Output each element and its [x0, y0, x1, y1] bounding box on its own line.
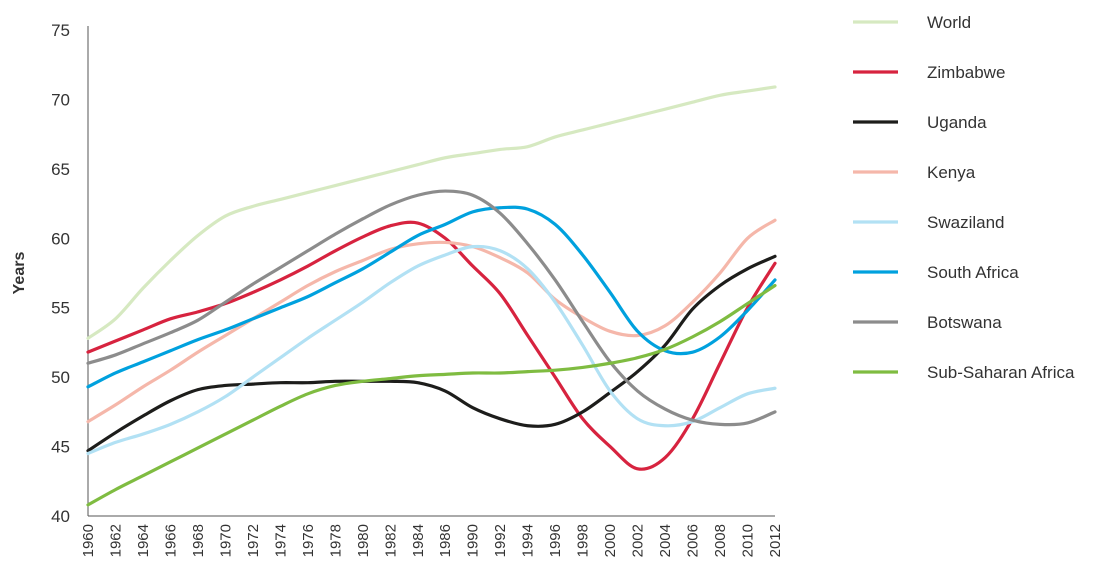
x-tick-label: 1996	[547, 524, 564, 557]
legend-label: South Africa	[927, 263, 1019, 282]
y-tick-label: 50	[51, 368, 70, 387]
x-tick-label: 2010	[740, 524, 757, 557]
y-tick-label: 55	[51, 299, 70, 318]
x-tick-label: 1998	[575, 524, 592, 557]
y-tick-label: 60	[51, 229, 70, 248]
y-tick-label: 65	[51, 160, 70, 179]
legend-label: Uganda	[927, 113, 987, 132]
series-layer	[88, 87, 775, 505]
x-tick-label: 1968	[190, 524, 207, 557]
series-line-world	[88, 87, 775, 338]
y-tick-label: 75	[51, 21, 70, 40]
x-tick-label: 1990	[465, 524, 482, 557]
axes-layer: 40 45 50 55 60 65 70 75 Years 1960 1962 1964 1966 196…	[11, 21, 784, 557]
x-tick-label: 1976	[300, 524, 317, 557]
x-tick-label: 2012	[767, 524, 784, 557]
x-tick-label: 1986	[437, 524, 454, 557]
series-line-botswana	[88, 191, 775, 425]
legend-label: Botswana	[927, 313, 1002, 332]
legend-label: Swaziland	[927, 213, 1005, 232]
x-tick-label: 1994	[520, 524, 537, 557]
x-tick-label: 1978	[327, 524, 344, 557]
series-line-sub-saharan-africa	[88, 286, 775, 505]
x-tick-label: 1974	[272, 524, 289, 557]
x-tick-label: 2008	[712, 524, 729, 557]
x-tick-label: 2000	[602, 524, 619, 557]
y-tick-label: 40	[51, 507, 70, 526]
legend-label: Zimbabwe	[927, 63, 1005, 82]
x-tick-label: 2004	[657, 524, 674, 557]
x-tick-label: 1966	[162, 524, 179, 557]
series-line-south-africa	[88, 207, 775, 387]
legend-layer: World Zimbabwe Uganda Kenya Swaziland South A…	[853, 13, 1075, 382]
x-tick-label: 1970	[217, 524, 234, 557]
x-tick-label: 1962	[107, 524, 124, 557]
x-tick-label: 1972	[245, 524, 262, 557]
x-tick-label: 1960	[80, 524, 97, 557]
x-tick-label: 1984	[410, 524, 427, 557]
x-tick-label: 2006	[685, 524, 702, 557]
x-tick-label: 1980	[355, 524, 372, 557]
legend-label: World	[927, 13, 971, 32]
y-tick-label: 45	[51, 438, 70, 457]
legend-label: Kenya	[927, 163, 976, 182]
series-line-swaziland	[88, 246, 775, 453]
y-axis-title: Years	[11, 252, 28, 295]
x-tick-label: 2002	[630, 524, 647, 557]
x-tick-label: 1964	[135, 524, 152, 557]
x-tick-label: 1992	[492, 524, 509, 557]
legend-label: Sub-Saharan Africa	[927, 363, 1075, 382]
y-tick-label: 70	[51, 90, 70, 109]
x-tick-label: 1982	[382, 524, 399, 557]
